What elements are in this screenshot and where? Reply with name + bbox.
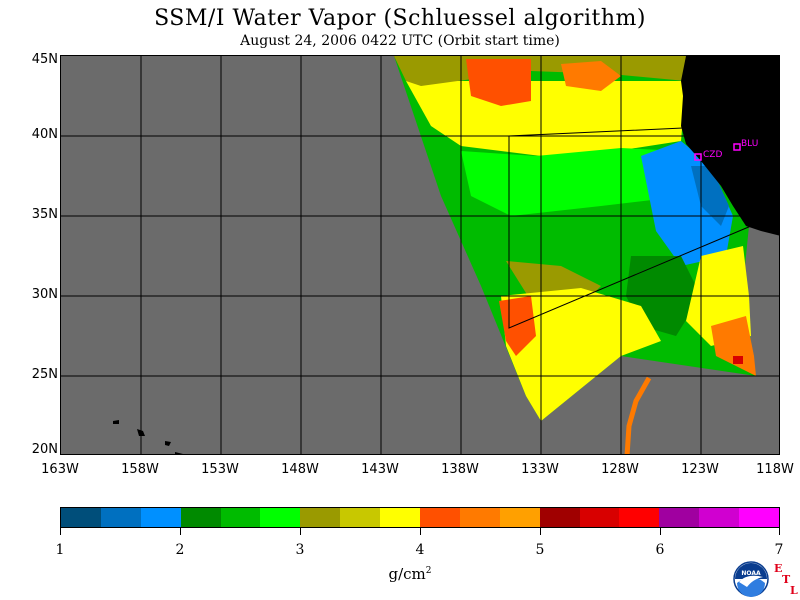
- colorbar-tick: [779, 527, 780, 535]
- colorbar-segment: [180, 508, 221, 527]
- lat-label: 45N: [31, 52, 58, 67]
- lat-label: 35N: [31, 207, 58, 222]
- colorbar-segment: [380, 508, 421, 527]
- colorbar-label: 4: [415, 542, 425, 558]
- station-label-blu: BLU: [741, 139, 758, 149]
- units-base: g/cm: [388, 565, 426, 583]
- swath-band-bright-green: [461, 148, 686, 216]
- etl-letter: T: [782, 573, 791, 586]
- swath-band-orange-north-2: [561, 61, 621, 91]
- lon-label: 138W: [441, 462, 479, 477]
- colorbar-segment: [659, 508, 700, 527]
- colorbar-label: 3: [295, 542, 305, 558]
- lon-label: 148W: [281, 462, 319, 477]
- colorbar-label: 1: [55, 542, 65, 558]
- station-marker: [733, 143, 741, 151]
- colorbar-segment: [420, 508, 460, 527]
- lon-label: 163W: [41, 462, 79, 477]
- lon-label: 158W: [121, 462, 159, 477]
- lat-label: 20N: [31, 442, 58, 457]
- noaa-logo-text: NOAA: [741, 570, 761, 577]
- station-blu: BLU: [733, 139, 758, 151]
- colorbar-label: 6: [655, 542, 665, 558]
- colorbar-segment: [499, 508, 540, 527]
- swath-band-red-east: [733, 356, 743, 364]
- lat-label: 40N: [31, 127, 58, 142]
- study-region-outline: [508, 127, 752, 329]
- colorbar-segment: [300, 508, 341, 527]
- colorbar-segment: [739, 508, 780, 527]
- colorbar-segment: [579, 508, 620, 527]
- graticule: [61, 56, 779, 454]
- lon-label: 118W: [756, 462, 794, 477]
- colorbar-segment: [100, 508, 141, 527]
- colorbar-segment: [619, 508, 660, 527]
- land-mass: [681, 56, 779, 236]
- lon-label: 133W: [521, 462, 559, 477]
- colorbar-label: 5: [535, 542, 545, 558]
- island: [165, 441, 171, 446]
- colorbar-tick: [300, 527, 301, 535]
- colorbar-tick: [540, 527, 541, 535]
- colorbar-tick: [420, 527, 421, 535]
- swath-band-high-north: [406, 81, 686, 156]
- swath-strip: [624, 376, 652, 454]
- colorbar-segment: [539, 508, 580, 527]
- station-marker: [694, 153, 702, 161]
- colorbar-segment: [340, 508, 381, 527]
- lat-label: 30N: [31, 287, 58, 302]
- colorbar-label: 7: [774, 542, 784, 558]
- swath-band-orange-east: [711, 316, 756, 376]
- etl-letter: E: [774, 562, 783, 575]
- map-subtitle: August 24, 2006 0422 UTC (Orbit start ti…: [240, 33, 560, 49]
- station-label-czd: CZD: [703, 150, 722, 160]
- color-bar: [60, 507, 780, 528]
- colorbar-label: 2: [175, 542, 185, 558]
- noaa-logo: NOAA: [733, 561, 769, 597]
- map-canvas: CZD BLU: [61, 56, 779, 454]
- lon-label: 153W: [201, 462, 239, 477]
- colorbar-segment: [140, 508, 181, 527]
- units-exponent: 2: [425, 566, 432, 576]
- island: [175, 452, 183, 454]
- lon-label: 128W: [601, 462, 639, 477]
- colorbar-units: g/cm2: [380, 562, 440, 583]
- water-vapor-map: CZD BLU: [60, 55, 780, 455]
- colorbar-segment: [699, 508, 740, 527]
- etl-letter: L: [790, 584, 798, 597]
- colorbar-segment: [61, 508, 101, 527]
- colorbar-tick: [660, 527, 661, 535]
- lon-label: 123W: [681, 462, 719, 477]
- colorbar-tick: [60, 527, 61, 535]
- colorbar-segment: [220, 508, 261, 527]
- colorbar-segment: [260, 508, 301, 527]
- colorbar-tick: [180, 527, 181, 535]
- swath-band-orange-south: [499, 296, 536, 356]
- station-czd: CZD: [694, 150, 722, 161]
- swath-band-orange-north: [466, 59, 531, 106]
- colorbar-segment: [459, 508, 500, 527]
- lon-label: 143W: [361, 462, 399, 477]
- map-title: SSM/I Water Vapor (Schluessel algorithm): [154, 6, 646, 31]
- lat-label: 25N: [31, 367, 58, 382]
- island: [113, 420, 119, 424]
